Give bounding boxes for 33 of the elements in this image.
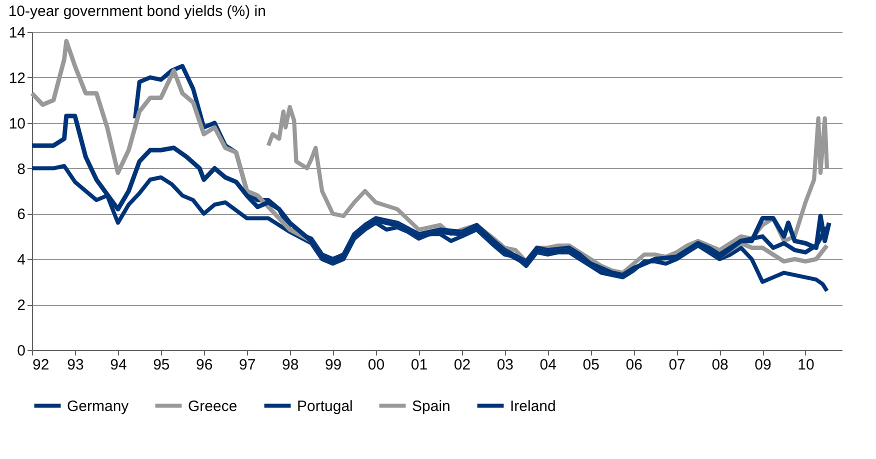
y-tick-label: 12 xyxy=(8,70,26,87)
x-tick-label: 99 xyxy=(324,356,342,374)
x-tick-label: 05 xyxy=(582,356,600,374)
x-tick-label: 02 xyxy=(454,356,471,374)
y-tick-label: 2 xyxy=(17,297,26,314)
y-tick-label: 10 xyxy=(8,115,26,132)
legend-label: Ireland xyxy=(510,398,556,415)
x-tick-label: 92 xyxy=(32,356,50,374)
x-tick-label: 04 xyxy=(540,356,556,374)
x-tick-label: 08 xyxy=(712,356,728,374)
y-tick-label: 0 xyxy=(17,342,26,360)
x-tick-label: 07 xyxy=(668,356,686,374)
y-tick-label: 6 xyxy=(17,206,26,224)
chart-title: 10-year government bond yields (%) in xyxy=(8,3,266,20)
legend-label: Germany xyxy=(67,398,130,415)
x-tick-label: 06 xyxy=(626,356,642,374)
x-tick-label: 03 xyxy=(496,356,514,374)
y-tick-label: 4 xyxy=(17,252,26,269)
x-tick-label: 97 xyxy=(239,356,256,374)
y-tick-label: 14 xyxy=(8,24,26,42)
legend-label: Greece xyxy=(188,398,238,415)
legend-label: Portugal xyxy=(297,398,353,415)
x-tick-label: 98 xyxy=(282,356,299,374)
x-tick-label: 00 xyxy=(368,356,385,374)
x-tick-label: 10 xyxy=(798,356,814,374)
x-tick-label: 93 xyxy=(67,356,84,374)
x-tick-label: 96 xyxy=(196,356,213,374)
legend-label: Spain xyxy=(412,398,450,415)
x-tick-label: 09 xyxy=(754,356,772,374)
x-tick-label: 94 xyxy=(110,356,127,374)
y-tick-label: 8 xyxy=(17,160,26,178)
x-tick-label: 95 xyxy=(153,356,170,374)
x-tick-label: 01 xyxy=(410,356,428,374)
